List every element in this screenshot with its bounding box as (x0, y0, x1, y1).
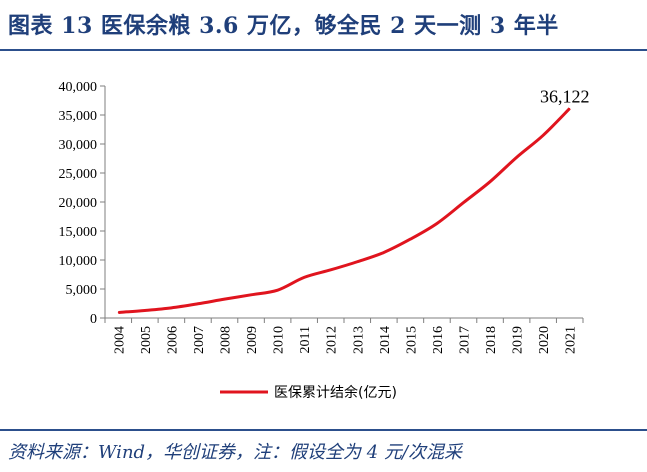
data-point (277, 289, 279, 291)
title-divider (0, 49, 647, 51)
y-tick-label: 0 (90, 312, 97, 327)
data-point (224, 298, 225, 300)
data-point (489, 181, 491, 183)
legend-label: 医保累计结余(亿元) (274, 384, 397, 401)
data-point (330, 269, 332, 271)
title-bar: 图表 13 医保余粮 3.6 万亿，够全民 2 天一测 3 年半 (0, 0, 647, 54)
data-point (250, 294, 252, 296)
data-point (170, 307, 172, 309)
chart-legend: 医保累计结余(亿元) (220, 384, 397, 401)
data-point (144, 309, 146, 311)
y-tick-label: 5,000 (66, 283, 98, 298)
x-tick-label: 2012 (325, 326, 340, 354)
x-tick-label: 2020 (537, 326, 552, 354)
y-tick-label: 25,000 (59, 167, 98, 182)
data-point (197, 303, 199, 305)
y-tick-label: 10,000 (59, 254, 98, 269)
y-tick-label: 35,000 (59, 109, 98, 124)
chart-series (117, 107, 571, 314)
x-axis-ticks: 2004 2005 2006 2007 2008 2009 2010 2011 2012 2013… (104, 318, 584, 354)
data-point (436, 222, 438, 224)
x-tick-label: 2005 (139, 326, 154, 354)
data-point (569, 107, 571, 109)
y-tick-label: 15,000 (59, 225, 98, 240)
data-point (516, 156, 518, 158)
y-tick-label: 30,000 (59, 138, 98, 153)
x-tick-label: 2014 (378, 326, 393, 354)
x-tick-label: 2019 (511, 326, 526, 354)
footer-divider (0, 429, 647, 431)
x-tick-label: 2018 (484, 326, 499, 354)
x-tick-label: 2008 (219, 326, 234, 354)
y-tick-label: 20,000 (59, 196, 98, 211)
chart-axes (104, 86, 583, 319)
y-tick-label: 40,000 (59, 80, 98, 95)
data-point (542, 134, 544, 136)
x-tick-label: 2009 (245, 326, 260, 354)
figure-title: 图表 13 医保余粮 3.6 万亿，够全民 2 天一测 3 年半 (8, 13, 559, 39)
source-note: 资料来源：Wind，华创证券，注：假设全为 4 元/次混采 (8, 442, 463, 463)
x-tick-label: 2021 (564, 326, 579, 354)
x-tick-label: 2015 (404, 326, 419, 354)
x-tick-label: 2013 (351, 326, 366, 354)
data-point (409, 238, 411, 240)
data-point (303, 276, 305, 278)
data-point (117, 311, 119, 313)
x-tick-label: 2006 (165, 326, 180, 354)
y-axis-ticks: 0 5,000 10,000 15,000 20,000 25,000 30,000 35,0… (59, 80, 105, 327)
x-tick-label: 2016 (431, 326, 446, 354)
x-tick-label: 2011 (298, 326, 313, 353)
x-tick-label: 2017 (458, 326, 473, 354)
x-tick-label: 2004 (112, 326, 127, 354)
chart-annotations: 36,122 (540, 86, 590, 106)
data-label: 36,122 (540, 86, 590, 106)
series-line (118, 107, 571, 314)
x-tick-label: 2007 (192, 326, 207, 354)
data-point (463, 202, 464, 204)
data-point (356, 261, 358, 263)
x-tick-label: 2010 (272, 326, 287, 354)
data-point (383, 251, 385, 253)
